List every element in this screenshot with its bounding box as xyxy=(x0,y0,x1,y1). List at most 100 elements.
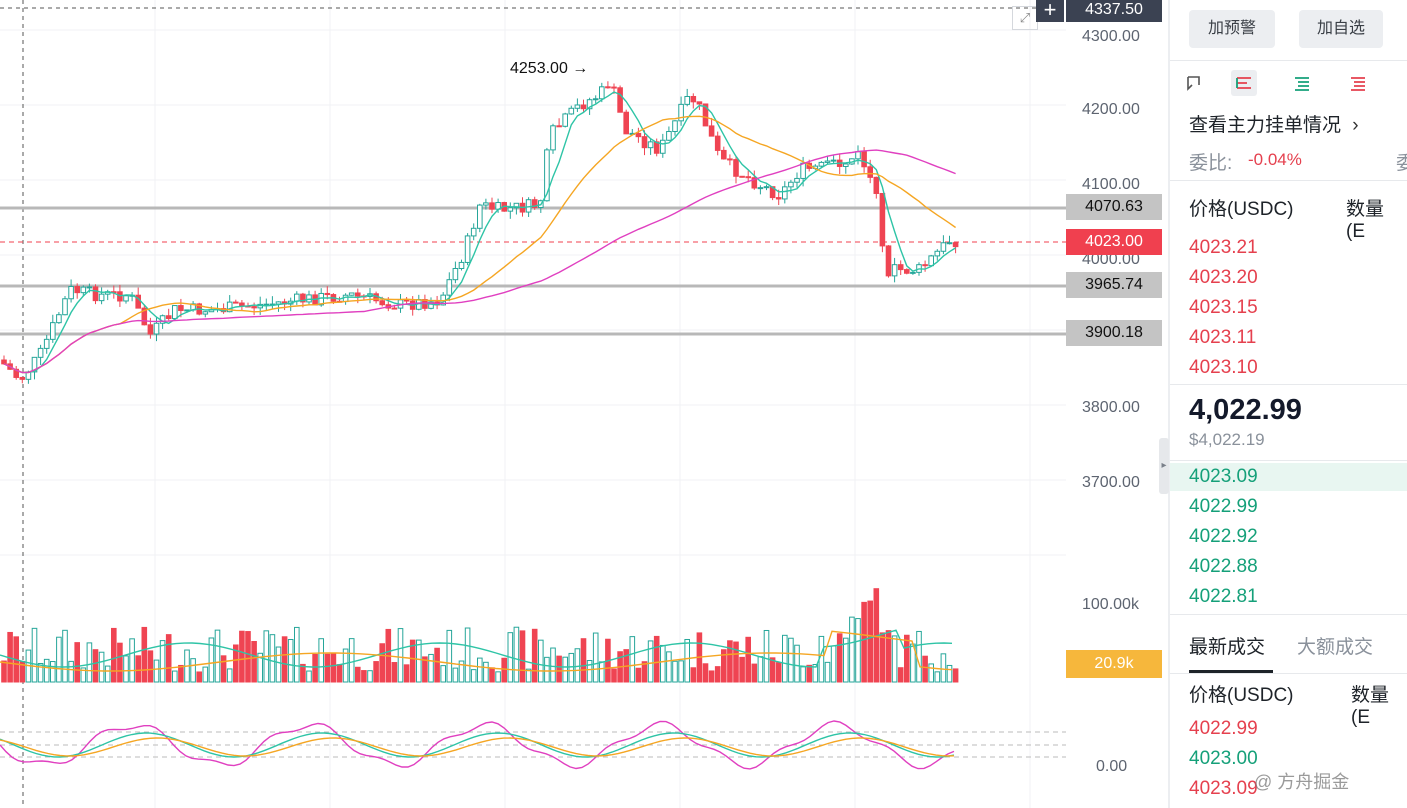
volume-bar xyxy=(397,628,404,683)
candle-body xyxy=(92,286,99,302)
ask-price[interactable]: 4023.20 xyxy=(1189,267,1258,288)
price-line-tag-lower[interactable]: 3900.18 xyxy=(1066,320,1162,346)
main-orders-link[interactable]: 查看主力挂单情况 › xyxy=(1189,110,1359,137)
volume-bar xyxy=(843,637,849,683)
volume-bar xyxy=(751,663,758,683)
candle-body xyxy=(727,158,733,161)
add-line-button[interactable]: + xyxy=(1036,0,1064,22)
volume-bar xyxy=(220,655,227,683)
volume-bar xyxy=(812,664,819,683)
volume-bar xyxy=(37,662,44,683)
candle-body xyxy=(489,202,495,210)
candle-body xyxy=(910,271,916,274)
bid-price[interactable]: 4022.88 xyxy=(1189,556,1258,577)
trade-price: 4023.09 xyxy=(1189,778,1258,799)
tab-large-trades[interactable]: 大额成交 xyxy=(1297,637,1374,658)
chart-canvas[interactable] xyxy=(0,0,1168,808)
ratio-label: 委比: xyxy=(1189,153,1233,174)
high-price-annotation: 4253.00 → xyxy=(510,60,589,77)
orderbook-header-price: 价格(USDC) xyxy=(1189,199,1294,220)
volume-bar xyxy=(519,630,526,683)
volume-bar xyxy=(129,638,135,683)
volume-bar xyxy=(233,644,239,683)
volume-bar xyxy=(257,652,263,683)
trade-price: 4023.00 xyxy=(1189,748,1258,769)
volume-bar xyxy=(727,640,733,683)
volume-bar xyxy=(489,667,495,683)
order-book-both-icon[interactable] xyxy=(1180,70,1206,96)
candle-body xyxy=(123,295,129,302)
candle-body xyxy=(696,101,703,105)
price-line-tag-middle[interactable]: 3965.74 xyxy=(1066,272,1162,298)
candle-body xyxy=(294,293,300,302)
volume-bar xyxy=(348,638,355,683)
collapse-panel-handle[interactable]: ▸ xyxy=(1159,438,1169,494)
volume-bar xyxy=(43,658,50,683)
candle-body xyxy=(775,197,782,200)
fullscreen-icon[interactable]: ⤢ xyxy=(1012,6,1038,30)
bid-price[interactable]: 4022.99 xyxy=(1189,496,1258,517)
panel-divider xyxy=(1168,0,1170,808)
volume-bar xyxy=(86,642,93,683)
volume-bar xyxy=(580,638,587,683)
candle-body xyxy=(184,309,190,312)
chevron-right-icon: › xyxy=(1352,115,1359,136)
candle-body xyxy=(928,255,935,267)
ask-price[interactable]: 4023.15 xyxy=(1189,297,1258,318)
order-book-bids-icon[interactable] xyxy=(1289,70,1315,96)
candle-body xyxy=(43,338,50,349)
volume-bar xyxy=(470,669,477,683)
candle-body xyxy=(751,177,758,189)
volume-bar xyxy=(446,629,453,683)
candle-body xyxy=(586,99,593,110)
volume-bar xyxy=(190,658,196,683)
tab-latest-trades[interactable]: 最新成交 xyxy=(1189,637,1266,658)
active-tab-underline xyxy=(1189,670,1273,673)
ask-price[interactable]: 4023.21 xyxy=(1189,237,1258,258)
volume-bar xyxy=(599,661,605,683)
candle-body xyxy=(178,305,184,312)
candle-body xyxy=(202,311,209,315)
candle-body xyxy=(165,315,172,320)
volume-bar xyxy=(879,632,886,683)
volume-bar xyxy=(946,664,953,683)
candle-body xyxy=(855,151,861,160)
candle-body xyxy=(623,111,630,135)
ratio-value: -0.04% xyxy=(1248,150,1302,169)
volume-bar xyxy=(501,657,507,683)
volume-bar xyxy=(123,655,129,683)
candle-body xyxy=(745,176,752,179)
candle-body xyxy=(824,160,831,163)
candle-body xyxy=(531,199,538,208)
candle-body xyxy=(56,314,62,324)
candle-body xyxy=(904,269,910,274)
divider xyxy=(1170,614,1407,615)
candlestick-chart[interactable]: 4253.00 → 4300.00 4200.00 4100.00 4000.0… xyxy=(0,0,1168,808)
candle-body xyxy=(86,286,93,289)
candle-body xyxy=(611,86,617,89)
add-alert-button[interactable]: 加预警 xyxy=(1189,10,1275,48)
volume-bar xyxy=(568,652,575,683)
volume-bar xyxy=(733,641,739,683)
ask-price[interactable]: 4023.10 xyxy=(1189,357,1258,378)
ask-price[interactable]: 4023.11 xyxy=(1189,327,1257,348)
bid-price[interactable]: 4022.92 xyxy=(1189,526,1258,547)
volume-bar xyxy=(135,655,141,683)
order-book-default-icon[interactable] xyxy=(1231,70,1257,96)
bid-price[interactable]: 4022.81 xyxy=(1189,586,1258,607)
volume-bar xyxy=(477,657,483,683)
price-line-tag-upper[interactable]: 4070.63 xyxy=(1066,194,1162,220)
order-book-asks-icon[interactable] xyxy=(1345,70,1371,96)
volume-bar xyxy=(885,630,892,683)
candle-body xyxy=(897,264,904,271)
price-axis-label: 3700.00 xyxy=(1082,474,1140,491)
candle-body xyxy=(647,141,654,149)
price-axis-label: 4200.00 xyxy=(1082,101,1140,118)
candle-body xyxy=(605,86,611,89)
candle-body xyxy=(690,96,697,103)
candle-body xyxy=(739,175,745,178)
volume-bar xyxy=(483,661,489,683)
volume-bar xyxy=(275,646,282,683)
bid-price[interactable]: 4023.09 xyxy=(1189,466,1258,487)
add-watchlist-button[interactable]: 加自选 xyxy=(1299,10,1383,48)
